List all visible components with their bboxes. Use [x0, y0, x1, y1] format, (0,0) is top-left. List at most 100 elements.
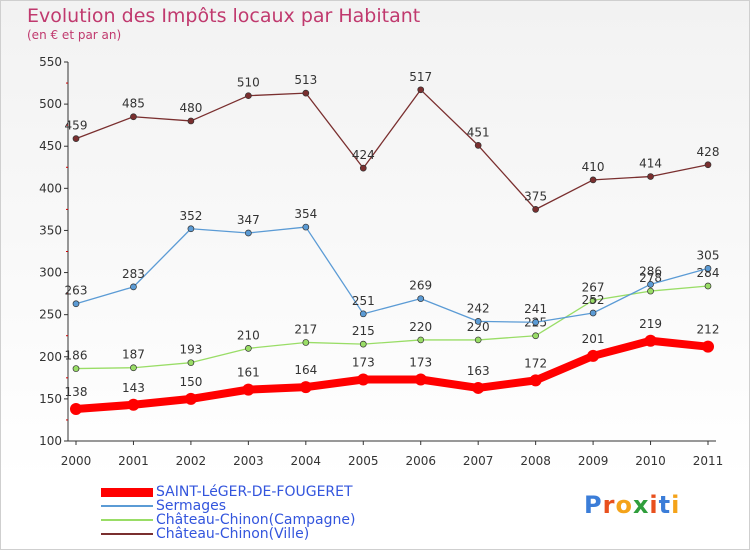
- data-point: [474, 336, 482, 344]
- data-point: [474, 142, 482, 149]
- x-tick-label: 2005: [348, 454, 379, 468]
- chart-title: Evolution des Impôts locaux par Habitant: [27, 5, 421, 27]
- data-point: [532, 332, 539, 340]
- data-point: [299, 381, 312, 394]
- data-point: [127, 398, 140, 411]
- x-tick-label: 2000: [61, 454, 92, 468]
- y-tick-label: 550: [39, 55, 62, 69]
- data-point: [357, 373, 370, 386]
- data-point: [417, 295, 425, 303]
- legend-swatch: [101, 519, 153, 521]
- data-point: [302, 89, 310, 97]
- data-label: 187: [122, 348, 145, 362]
- y-tick-label: 150: [39, 392, 62, 406]
- series-line: [75, 336, 709, 413]
- data-point: [472, 381, 485, 394]
- series-line: [75, 285, 709, 370]
- data-point: [647, 287, 654, 295]
- data-point: [532, 206, 539, 213]
- data-point: [417, 86, 425, 94]
- y-tick-label: 300: [39, 266, 62, 280]
- x-tick-label: 2007: [463, 454, 494, 468]
- data-point: [589, 176, 597, 184]
- data-label: 375: [524, 189, 547, 203]
- y-tick-label: 400: [39, 181, 62, 195]
- data-point: [242, 383, 255, 396]
- data-label: 186: [65, 349, 88, 363]
- x-tick-label: 2008: [520, 454, 551, 468]
- data-label: 352: [179, 209, 202, 223]
- data-label: 410: [582, 160, 605, 174]
- data-label: 263: [65, 284, 88, 298]
- data-point: [302, 339, 310, 346]
- series-line: [75, 226, 709, 323]
- data-point: [130, 283, 137, 291]
- data-label: 286: [639, 264, 662, 278]
- legend-label: Sermages: [156, 498, 227, 514]
- x-tick-label: 2004: [291, 454, 322, 468]
- data-point: [187, 225, 195, 233]
- data-label: 193: [179, 343, 202, 357]
- x-tick-label: 2003: [233, 454, 264, 468]
- data-label: 451: [467, 125, 490, 139]
- x-tick-label: 2011: [693, 454, 724, 468]
- data-label: 217: [294, 322, 317, 336]
- data-label: 510: [237, 76, 260, 90]
- data-label: 424: [352, 148, 375, 162]
- data-point: [187, 359, 195, 367]
- legend-swatch: [101, 533, 153, 535]
- data-point: [587, 349, 600, 362]
- data-point: [245, 92, 252, 100]
- data-label: 242: [467, 301, 490, 315]
- series-line: [75, 89, 709, 211]
- data-point: [704, 161, 712, 169]
- x-tick-label: 2010: [635, 454, 666, 468]
- data-point: [72, 365, 80, 372]
- data-point: [245, 345, 252, 352]
- data-point: [644, 334, 657, 347]
- data-label: 150: [179, 375, 202, 389]
- data-label: 241: [524, 302, 547, 316]
- y-tick-label: 200: [39, 350, 62, 364]
- data-label: 428: [697, 145, 720, 159]
- data-point: [359, 310, 367, 318]
- data-point: [130, 113, 137, 121]
- data-point: [704, 264, 712, 272]
- data-label: 347: [237, 213, 260, 227]
- data-label: 267: [582, 280, 605, 294]
- data-point: [417, 336, 425, 344]
- data-label: 143: [122, 381, 145, 395]
- data-point: [72, 135, 80, 142]
- x-tick-label: 2002: [176, 454, 207, 468]
- data-point: [704, 282, 712, 290]
- data-label: 305: [697, 248, 720, 262]
- data-label: 173: [409, 356, 432, 370]
- data-label: 513: [294, 73, 317, 87]
- proxiti-logo: Proxiti: [584, 491, 681, 519]
- data-point: [245, 229, 252, 237]
- data-point: [70, 402, 82, 415]
- x-tick-label: 2009: [578, 454, 609, 468]
- data-label: 210: [237, 328, 260, 342]
- legend-swatch: [101, 505, 153, 507]
- data-point: [302, 223, 310, 231]
- data-label: 201: [582, 332, 605, 346]
- data-label: 212: [697, 323, 720, 337]
- chart-subtitle: (en € et par an): [27, 28, 122, 42]
- data-label: 480: [179, 101, 202, 115]
- y-tick-label: 500: [39, 97, 62, 111]
- y-tick-label: 350: [39, 223, 62, 237]
- data-label: 278: [639, 271, 662, 285]
- data-label: 161: [237, 366, 260, 380]
- data-point: [130, 364, 137, 372]
- data-label: 163: [467, 364, 490, 378]
- data-label: 164: [294, 363, 317, 377]
- data-point: [359, 164, 367, 172]
- data-point: [589, 296, 597, 304]
- data-label: 172: [524, 356, 547, 370]
- data-point: [187, 117, 195, 125]
- data-label: 414: [639, 157, 662, 171]
- x-tick-label: 2006: [405, 454, 436, 468]
